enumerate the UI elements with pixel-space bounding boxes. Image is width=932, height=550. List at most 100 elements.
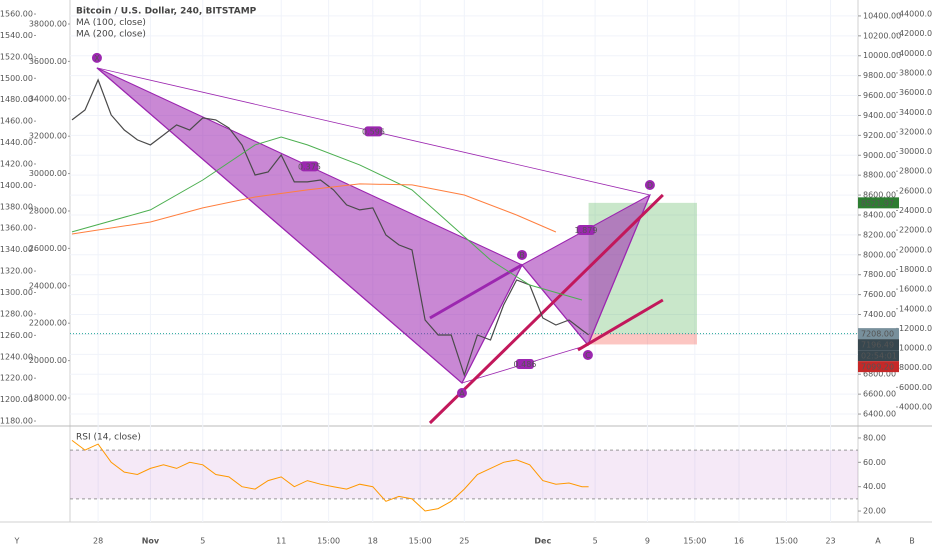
price-label-box — [858, 339, 899, 351]
price-label: 7208.00 — [861, 330, 894, 339]
series-line — [71, 78, 589, 377]
y-tick-label: 16000.00 — [899, 285, 932, 294]
y-tick-label: 1400.00 — [0, 181, 33, 190]
y-tick-label: 20000.00 — [29, 356, 67, 365]
footer-auto[interactable]: A — [875, 537, 881, 546]
y-tick-label: 1380.00 — [0, 202, 33, 211]
price-label-box — [858, 328, 899, 340]
y-tick-label: 1540.00 — [0, 31, 33, 40]
series-line — [71, 136, 583, 301]
y-tick-label: 26000.00 — [29, 244, 67, 253]
footer-b[interactable]: B — [909, 537, 915, 546]
y-tick-label: 14000.00 — [899, 304, 932, 313]
y-tick-label: 9400.00 — [863, 111, 896, 120]
series-line — [71, 183, 557, 235]
legend-entry: RSI (14, close) — [76, 433, 141, 443]
y-tick-label: 34000.00 — [29, 94, 67, 103]
y-tick-label: 38000.00 — [899, 68, 932, 77]
stop-zone — [588, 333, 697, 345]
y-tick-label: 60.00 — [863, 458, 886, 467]
y-tick-label: 40.00 — [863, 482, 886, 491]
x-tick-label: 25 — [459, 537, 469, 546]
pattern-point-label: X — [94, 54, 100, 63]
y-tick-label: 10000.00 — [863, 51, 901, 60]
y-tick-label: 32000.00 — [29, 132, 67, 141]
x-tick-label: 18 — [368, 537, 378, 546]
x-tick-label: 28 — [93, 537, 103, 546]
y-tick-label: 1180.00 — [0, 417, 33, 426]
y-tick-label: 8800.00 — [863, 171, 896, 180]
pattern-point — [456, 387, 467, 398]
legend-entry: Bitcoin / U.S. Dollar, 240, BITSTAMP — [76, 7, 257, 17]
rsi-band — [70, 450, 858, 499]
trend-line — [429, 263, 523, 320]
y-tick-label: 1560.00 — [0, 10, 33, 19]
pattern-point-label: A — [459, 389, 465, 398]
y-tick-label: 1440.00 — [0, 138, 33, 147]
trend-line — [428, 193, 664, 425]
y-tick-label: 1460.00 — [0, 117, 33, 126]
ratio-label: 0.375 — [298, 162, 321, 171]
price-label: 8521.97 — [861, 199, 894, 208]
ratio-label: 0.486 — [513, 360, 536, 369]
y-tick-label: 8200.00 — [863, 230, 896, 239]
x-tick-label: 15:00 — [683, 537, 706, 546]
ratio-box — [576, 224, 595, 235]
y-tick-label: 26000.00 — [899, 186, 932, 195]
y-tick-label: 9200.00 — [863, 131, 896, 140]
x-tick-label: 16 — [734, 537, 744, 546]
x-tick-label: 5 — [200, 537, 205, 546]
x-tick-label: 15:00 — [317, 537, 340, 546]
pattern-point — [91, 52, 102, 63]
y-tick-label: 1500.00 — [0, 74, 33, 83]
pattern-point — [517, 249, 528, 260]
y-tick-label: 9600.00 — [863, 91, 896, 100]
y-tick-label: 30000.00 — [29, 169, 67, 178]
price-label: 7196.49 — [861, 341, 894, 350]
footer-left[interactable]: Y — [14, 537, 20, 546]
pattern-point-label: C — [585, 351, 591, 360]
y-tick-label: 18000.00 — [29, 393, 67, 402]
y-tick-label: 7800.00 — [863, 270, 896, 279]
y-tick-label: 1300.00 — [0, 288, 33, 297]
y-tick-label: 7600.00 — [863, 290, 896, 299]
y-tick-label: 40000.00 — [899, 49, 932, 58]
y-tick-label: 22000.00 — [899, 226, 932, 235]
series-line — [71, 439, 589, 512]
y-tick-label: 1420.00 — [0, 159, 33, 168]
y-tick-label: 30000.00 — [899, 147, 932, 156]
y-tick-label: 12000.00 — [899, 324, 932, 333]
y-tick-label: 1220.00 — [0, 374, 33, 383]
y-tick-label: 4000.00 — [899, 403, 932, 412]
y-tick-label: 42000.00 — [899, 29, 932, 38]
y-tick-label: 44000.00 — [899, 10, 932, 19]
x-tick-label: 23 — [825, 537, 835, 546]
y-tick-label: 36000.00 — [29, 57, 67, 66]
legend-entry: MA (200, close) — [76, 30, 146, 40]
y-tick-label: 32000.00 — [899, 127, 932, 136]
countdown-box — [858, 350, 899, 362]
y-tick-label: 8000.00 — [899, 363, 932, 372]
y-tick-label: 9800.00 — [863, 71, 896, 80]
trend-line — [577, 298, 664, 352]
price-label-box — [858, 361, 899, 373]
y-tick-label: 6400.00 — [863, 410, 896, 419]
y-tick-label: 10400.00 — [863, 11, 901, 20]
y-tick-label: 22000.00 — [29, 319, 67, 328]
y-tick-label: 80.00 — [863, 433, 886, 442]
y-tick-label: 1200.00 — [0, 395, 33, 404]
ratio-label: 1.879 — [575, 226, 598, 235]
y-tick-label: 1340.00 — [0, 245, 33, 254]
x-tick-label: 15:00 — [775, 537, 798, 546]
y-tick-label: 6600.00 — [863, 390, 896, 399]
y-tick-label: 36000.00 — [899, 88, 932, 97]
y-tick-label: 28000.00 — [29, 206, 67, 215]
y-tick-label: 1520.00 — [0, 52, 33, 61]
y-tick-label: 24000.00 — [29, 281, 67, 290]
y-tick-label: 1480.00 — [0, 95, 33, 104]
y-tick-label: 6000.00 — [899, 383, 932, 392]
ratio-box — [300, 161, 319, 172]
y-tick-label: 1260.00 — [0, 331, 33, 340]
y-tick-label: 8000.00 — [863, 250, 896, 259]
